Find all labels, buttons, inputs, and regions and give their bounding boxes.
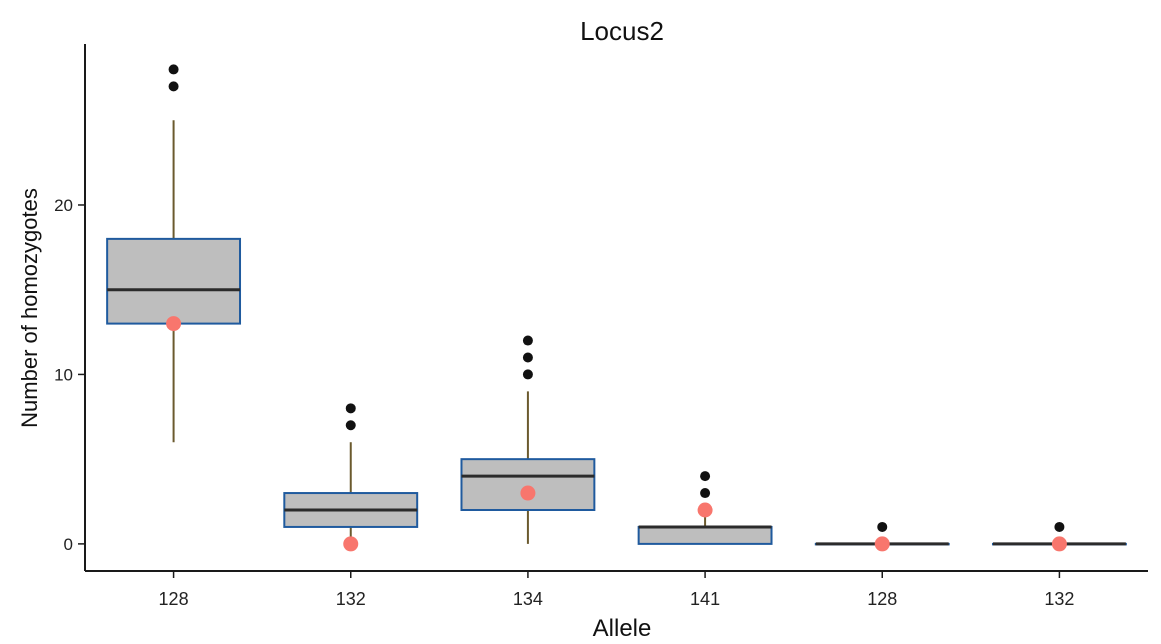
y-tick-label: 10 [54,365,73,384]
outlier-point [700,471,711,482]
y-axis-label: Number of homozygotes [17,188,42,428]
observed-point [520,485,536,501]
outlier-point [1054,521,1065,532]
outlier-point [877,521,888,532]
x-tick-label: 134 [513,589,543,609]
box [460,458,596,511]
outlier-point [700,488,711,499]
x-tick-label: 128 [867,589,897,609]
observed-point [166,316,182,332]
outlier-point [168,64,179,75]
y-tick-label: 0 [64,535,73,554]
plot-area: 0 10 20 128 132 134 141 128 132 [54,44,1148,609]
observed-point [1051,536,1067,552]
outlier-point [345,420,356,431]
box [106,237,242,325]
outlier-point [522,369,533,380]
observed-point [343,536,359,552]
observed-point [874,536,890,552]
observed-point [697,502,713,518]
box [637,525,773,545]
x-axis-label: Allele [593,615,652,642]
x-tick-label: 128 [159,589,189,609]
outlier-point [522,352,533,363]
x-tick-label: 141 [690,589,720,609]
x-tick-label: 132 [1044,589,1074,609]
outlier-point [345,403,356,414]
y-tick-label: 20 [54,196,73,215]
outlier-point [522,335,533,346]
chart-title: Locus2 [580,16,664,46]
outlier-point [168,81,179,92]
x-tick-label: 132 [336,589,366,609]
